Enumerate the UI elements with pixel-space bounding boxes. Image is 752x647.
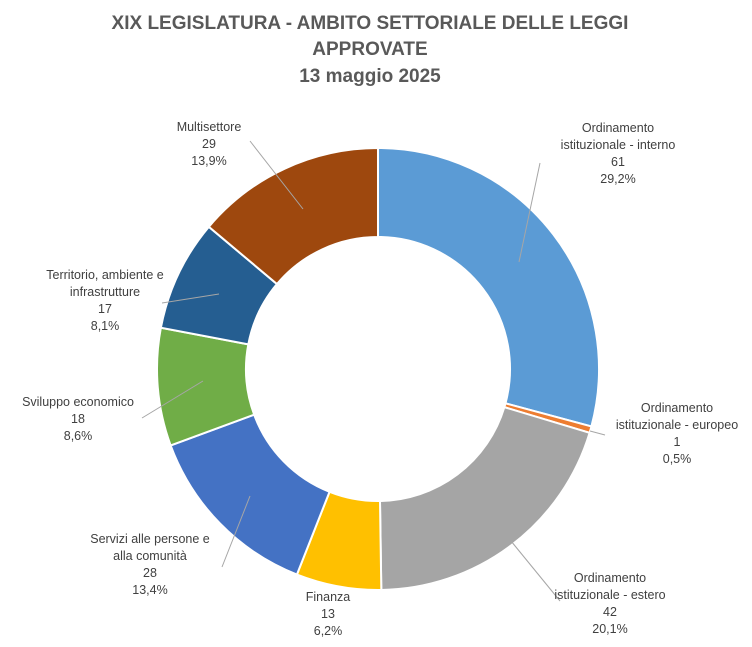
data-labels: Ordinamento istituzionale - interno 61 29,2…	[22, 120, 738, 638]
leader-line-1	[589, 430, 606, 436]
chart-title-line-2: APPROVATE	[312, 39, 427, 60]
chart-title-line-1: XIX LEGISLATURA - AMBITO SETTORIALE DELL…	[112, 13, 629, 34]
slice-0	[377, 146, 600, 428]
leader-line-4	[221, 495, 251, 568]
leader-line-0	[518, 162, 541, 263]
leader-line-5	[141, 380, 204, 419]
data-label-4: Servizi alle persone e alla comunità 28 13,…	[90, 532, 210, 597]
leader-line-7	[249, 140, 304, 210]
chart-title-line-3: 13 maggio 2025	[299, 66, 441, 87]
slice-2	[378, 405, 591, 591]
leader-line-2	[510, 540, 561, 602]
leader-lines	[141, 140, 606, 602]
data-label-0: Ordinamento istituzionale - interno 61 29,2…	[561, 121, 676, 186]
data-label-1: Ordinamento istituzionale - europeo 1 0,5%	[616, 401, 738, 466]
data-label-6: Territorio, ambiente e infrastrutture 17 8,…	[46, 268, 163, 333]
chart-title: XIX LEGISLATURA - AMBITO SETTORIALE DELL…	[112, 13, 629, 87]
data-label-5: Sviluppo economico 18 8,6%	[22, 395, 134, 443]
data-label-7: Multisettore 29 13,9%	[177, 120, 242, 168]
data-label-2: Ordinamento istituzionale - estero 42 20,1%	[554, 571, 665, 636]
slice-4	[169, 413, 331, 576]
slice-7	[207, 146, 379, 286]
data-label-3: Finanza 13 6,2%	[306, 590, 351, 638]
doughnut-slices	[156, 146, 600, 591]
leader-line-6	[161, 293, 220, 304]
